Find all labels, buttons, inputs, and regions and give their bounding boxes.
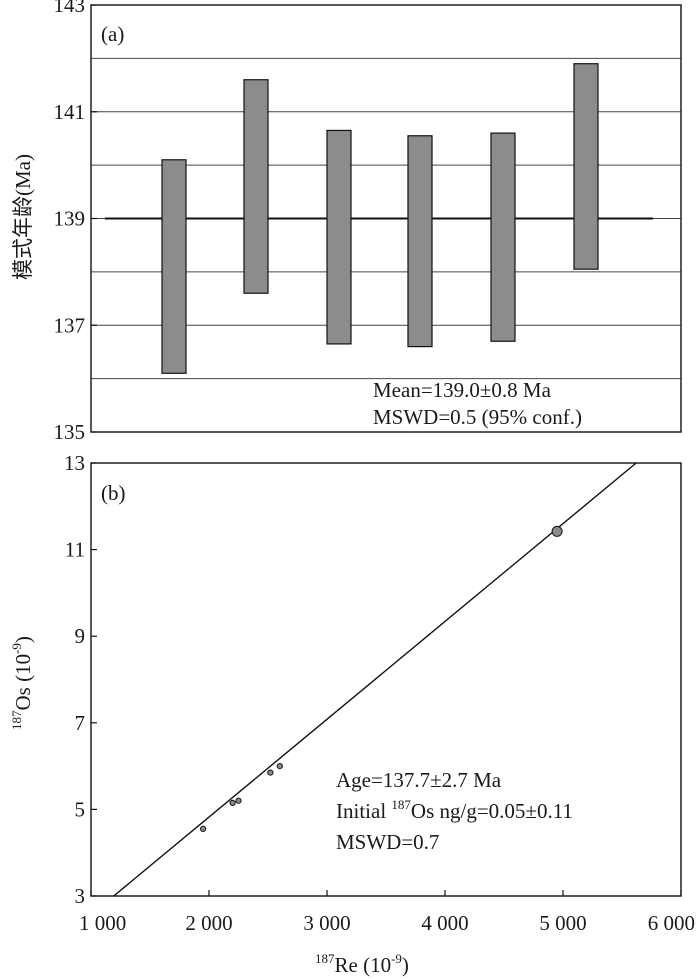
panel-a-mean-annotation: Mean=139.0±0.8 Ma	[373, 378, 552, 402]
initial-prefix: Initial	[336, 799, 391, 823]
ylabel-main: Os (10	[11, 654, 35, 711]
y-tick-label: 13	[64, 451, 85, 475]
x-tick-label: 3 000	[303, 911, 350, 935]
xlabel-close: )	[402, 953, 409, 977]
panel-b-xlabel: 187Re (10-9)	[315, 951, 409, 977]
data-point	[235, 797, 242, 804]
y-tick-label: 11	[65, 538, 85, 562]
panel-b-label: (b)	[101, 481, 126, 505]
initial-rest: Os ng/g=0.05±0.11	[411, 799, 573, 823]
data-point	[276, 763, 283, 770]
panel-a-y-ticks: 135 137 139 141 143	[54, 0, 97, 444]
panel-a-age-bars	[161, 63, 599, 374]
y-tick-label: 135	[54, 420, 86, 444]
panel-b-frame	[90, 462, 682, 897]
age-bar	[573, 63, 599, 270]
panel-b-initial-os-annotation: Initial 187Os ng/g=0.05±0.11	[336, 797, 573, 823]
xlabel-exponent: -9	[391, 951, 402, 966]
x-tick-label: 5 000	[539, 911, 586, 935]
data-point	[551, 525, 563, 537]
x-tick-label: 4 000	[421, 911, 468, 935]
data-point	[229, 799, 236, 807]
age-bar	[161, 159, 187, 374]
ylabel-superscript: 187	[9, 710, 24, 730]
xlabel-main: Re (10	[335, 953, 392, 977]
panel-a-age-chart: 135 137 139 141 143 (a) 模式年龄(Ma) Mean=139.0±…	[11, 0, 682, 444]
x-tick-label: 6 000	[648, 911, 695, 935]
panel-a-ylabel: 模式年龄(Ma)	[11, 154, 35, 280]
age-bar	[490, 132, 516, 342]
xlabel-superscript: 187	[315, 951, 335, 966]
y-tick-label: 137	[54, 313, 86, 337]
panel-b-data-points	[200, 525, 563, 832]
y-tick-label: 3	[75, 884, 86, 908]
panel-b-y-ticks: 3 5 7 9 11 13	[64, 451, 97, 908]
age-bar	[243, 79, 269, 294]
x-tick-label: 2 000	[185, 911, 232, 935]
panel-b-x-ticks: 1 000 2 000 3 000 4 000 5 000 6 000	[79, 890, 695, 935]
panel-b-ylabel: 187Os (10-9)	[9, 636, 35, 730]
panel-a-mswd-annotation: MSWD=0.5 (95% conf.)	[373, 405, 582, 429]
age-bar	[407, 135, 433, 348]
initial-superscript: 187	[391, 797, 411, 812]
y-tick-label: 143	[54, 0, 86, 17]
y-tick-label: 7	[75, 711, 86, 735]
ylabel-exponent: -9	[9, 643, 24, 654]
panel-b-mswd-annotation: MSWD=0.7	[336, 830, 439, 854]
y-tick-label: 141	[54, 100, 86, 124]
panel-b-age-annotation: Age=137.7±2.7 Ma	[336, 768, 502, 792]
panel-b-isochron-line	[113, 462, 637, 897]
panel-a-label: (a)	[101, 22, 124, 46]
y-tick-label: 5	[75, 797, 86, 821]
data-point	[200, 825, 207, 832]
y-tick-label: 139	[54, 207, 86, 231]
data-point	[267, 769, 274, 776]
y-tick-label: 9	[75, 624, 86, 648]
x-tick-label: 1 000	[79, 911, 126, 935]
age-bar	[326, 129, 352, 345]
ylabel-close: )	[11, 636, 35, 643]
